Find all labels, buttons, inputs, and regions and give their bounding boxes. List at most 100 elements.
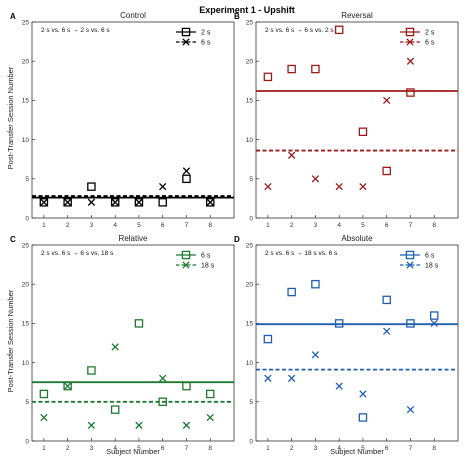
y-axis-label-bottom: Post-Transfer Session Number [6,289,15,392]
data-point [87,421,96,429]
y-tick-label: 0 [249,438,253,445]
y-tick-label: 10 [246,137,254,144]
data-point [406,57,415,65]
data-point [430,319,438,328]
data-point [206,198,214,206]
x-tick-label: 8 [432,445,436,452]
plot-frame [31,244,235,442]
condition-annotation: 2 s vs. 6 s → 6 s vs. 18 s [41,250,114,257]
data-point [110,198,120,207]
x-tick-label: 6 [385,445,389,452]
data-point [383,96,391,105]
x-tick-label: 3 [90,445,94,452]
y-tick-label: 5 [249,176,253,183]
x-tick-label: 6 [161,445,165,452]
data-point [406,88,415,97]
y-tick-label: 10 [22,360,30,367]
data-point [311,351,320,359]
data-point [135,421,143,429]
data-point [63,382,72,390]
legend-marker [405,27,415,37]
data-point [87,182,96,191]
x-tick-label: 4 [337,445,341,452]
x-axis-label-left: Subject Number [106,447,160,456]
panel-a: Control A 0 5 10 15 20 25 1 2 3 4 5 6 7 8 2 s vs. 6 s → … [10,11,235,229]
data-point [158,397,167,407]
data-point [311,175,320,183]
y-tick-label: 20 [246,59,254,66]
y-tick-label: 15 [22,98,30,105]
y-tick-label: 20 [22,282,30,289]
legend-marker [182,261,190,269]
data-point [287,287,296,297]
data-point [159,374,167,382]
panel-letter: A [10,12,16,21]
y-tick-label: 0 [25,215,29,222]
panel-letter: C [10,235,16,244]
x-tick-label: 3 [90,222,94,229]
x-tick-label: 7 [409,222,413,229]
data-point [358,413,368,422]
y-tick-label: 25 [246,242,254,249]
x-tick-label: 2 [290,445,294,452]
data-point [263,72,273,82]
data-point [382,295,391,305]
plot-frame [31,21,235,219]
data-point [205,389,215,399]
data-point [406,319,415,328]
data-point [87,366,96,375]
data-point [287,374,296,382]
data-point [334,319,344,328]
panel-d: Absolute D 0 5 10 15 20 25 1 2 3 4 5 6 7 8 2 s vs. 6 s →… [234,234,459,452]
data-point [334,25,344,35]
data-point [264,182,272,191]
x-tick-label: 8 [208,222,212,229]
x-tick-label: 4 [113,222,117,229]
data-point [311,279,320,289]
plot-frame [255,21,459,219]
y-tick-label: 5 [249,399,253,406]
panel-letter: B [234,12,240,21]
x-tick-label: 2 [290,222,294,229]
data-point [359,390,367,398]
data-point [335,182,343,191]
legend-label: 18 s [425,263,439,270]
panel-title: Reversal [341,11,373,20]
data-point [205,198,215,207]
y-tick-label: 25 [246,19,254,26]
y-tick-label: 20 [246,282,254,289]
y-tick-label: 15 [22,321,30,328]
legend-marker [405,250,415,260]
legend-label: 18 s [201,263,215,270]
panel-title: Control [120,11,146,20]
x-axis-label-right: Subject Number [330,447,384,456]
x-tick-label: 5 [361,222,365,229]
x-tick-label: 6 [161,222,165,229]
panel-b: Reversal B 0 5 10 15 20 25 1 2 3 4 5 6 7 8 2 s vs. 6 s →… [234,11,459,229]
x-tick-label: 1 [266,445,270,452]
figure-title: Experiment 1 - Upshift [199,5,295,15]
y-axis-label-top: Post-Transfer Session Number [6,66,15,169]
legend-label: 6 s [425,253,435,260]
x-tick-label: 6 [385,222,389,229]
legend-marker [406,38,414,46]
x-tick-label: 2 [66,222,70,229]
panel-title: Relative [119,234,148,243]
legend-label: 6 s [201,40,211,47]
data-point [335,382,343,390]
data-point [110,405,120,414]
data-point [39,198,49,207]
x-tick-label: 3 [314,445,318,452]
data-point [134,198,144,207]
data-point [63,381,72,391]
condition-annotation: 2 s vs. 6 s → 18 s vs. 6 s [265,250,338,257]
data-point [39,389,49,399]
y-tick-label: 15 [246,321,254,328]
x-tick-label: 1 [42,445,46,452]
panel-letter: D [234,235,240,244]
x-tick-label: 5 [361,445,365,452]
legend-marker [406,261,414,269]
data-point [182,167,191,175]
legend-label: 6 s [425,40,435,47]
